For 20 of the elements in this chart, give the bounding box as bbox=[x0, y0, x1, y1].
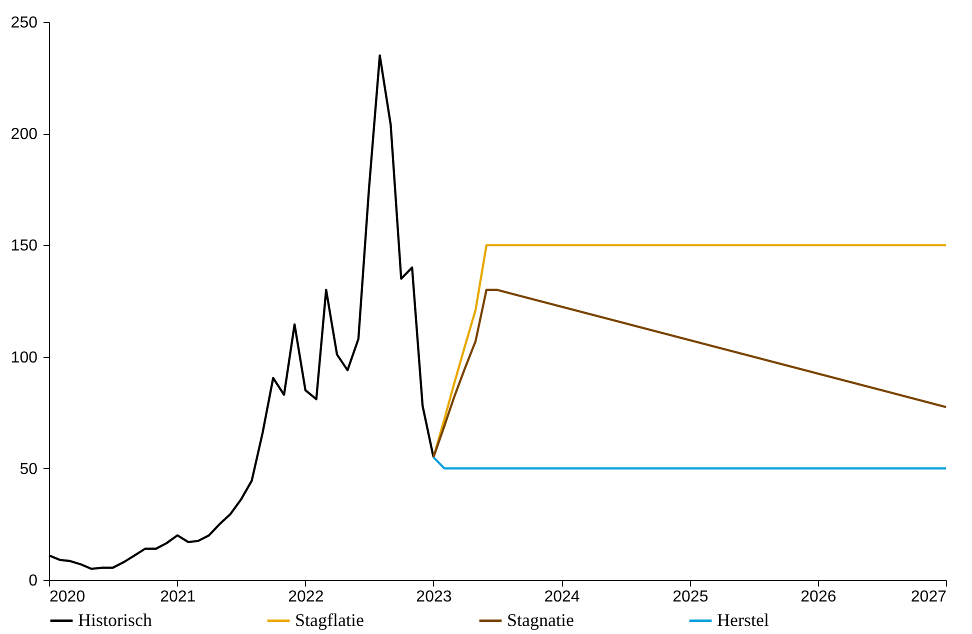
legend-label: Historisch bbox=[78, 610, 152, 630]
x-tick-label: 2021 bbox=[160, 588, 196, 606]
legend-label: Stagnatie bbox=[507, 610, 574, 630]
y-tick-label: 200 bbox=[10, 126, 38, 144]
x-tick-label: 2025 bbox=[672, 588, 708, 606]
x-tick-label: 2020 bbox=[50, 588, 86, 606]
x-tick-label: 2024 bbox=[544, 588, 580, 606]
y-tick-label: 0 bbox=[28, 572, 38, 590]
y-tick-label: 50 bbox=[20, 460, 38, 478]
legend-label: Stagflatie bbox=[295, 610, 364, 630]
line-series bbox=[432, 288, 948, 458]
legend-label: Herstel bbox=[717, 610, 769, 630]
x-tick-label: 2027 bbox=[910, 588, 947, 606]
y-tick-label: 150 bbox=[10, 238, 38, 255]
line-series bbox=[432, 244, 948, 458]
x-tick-label: 2026 bbox=[800, 588, 836, 606]
x-tick-label: 2023 bbox=[416, 588, 452, 606]
y-tick-label: 250 bbox=[10, 14, 38, 32]
y-tick-label: 100 bbox=[10, 349, 38, 366]
x-tick-label: 2022 bbox=[288, 588, 324, 606]
